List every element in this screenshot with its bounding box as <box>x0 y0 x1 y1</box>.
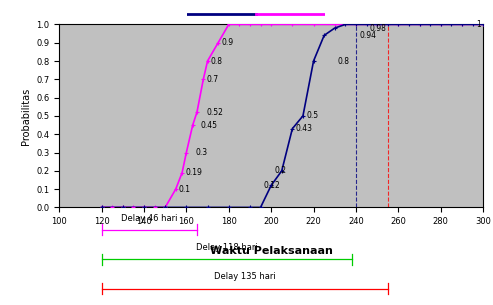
Text: Delay 46 hari: Delay 46 hari <box>121 214 177 223</box>
Text: 0.12: 0.12 <box>264 181 281 190</box>
Text: Delay 118 hari: Delay 118 hari <box>196 243 257 252</box>
Text: 0.8: 0.8 <box>211 56 223 66</box>
Text: 0.7: 0.7 <box>207 75 218 84</box>
Text: 0.94: 0.94 <box>359 31 376 40</box>
Text: 0.9: 0.9 <box>221 38 234 47</box>
Text: 0.5: 0.5 <box>306 111 318 120</box>
Text: 0.3: 0.3 <box>196 148 208 157</box>
Text: 0.19: 0.19 <box>185 168 202 177</box>
Text: 0.2: 0.2 <box>274 166 286 175</box>
Text: 0.8: 0.8 <box>338 56 350 66</box>
Text: 0.1: 0.1 <box>179 185 191 194</box>
Text: 1: 1 <box>476 20 481 29</box>
Text: Waktu Pelaksanaan: Waktu Pelaksanaan <box>210 246 333 256</box>
Y-axis label: Probabilitas: Probabilitas <box>21 87 31 145</box>
Text: 0.98: 0.98 <box>370 23 387 33</box>
Text: 0.52: 0.52 <box>207 108 223 117</box>
Text: 0.45: 0.45 <box>200 120 217 130</box>
Text: 0.43: 0.43 <box>295 124 313 133</box>
Text: Delay 135 hari: Delay 135 hari <box>214 272 276 281</box>
